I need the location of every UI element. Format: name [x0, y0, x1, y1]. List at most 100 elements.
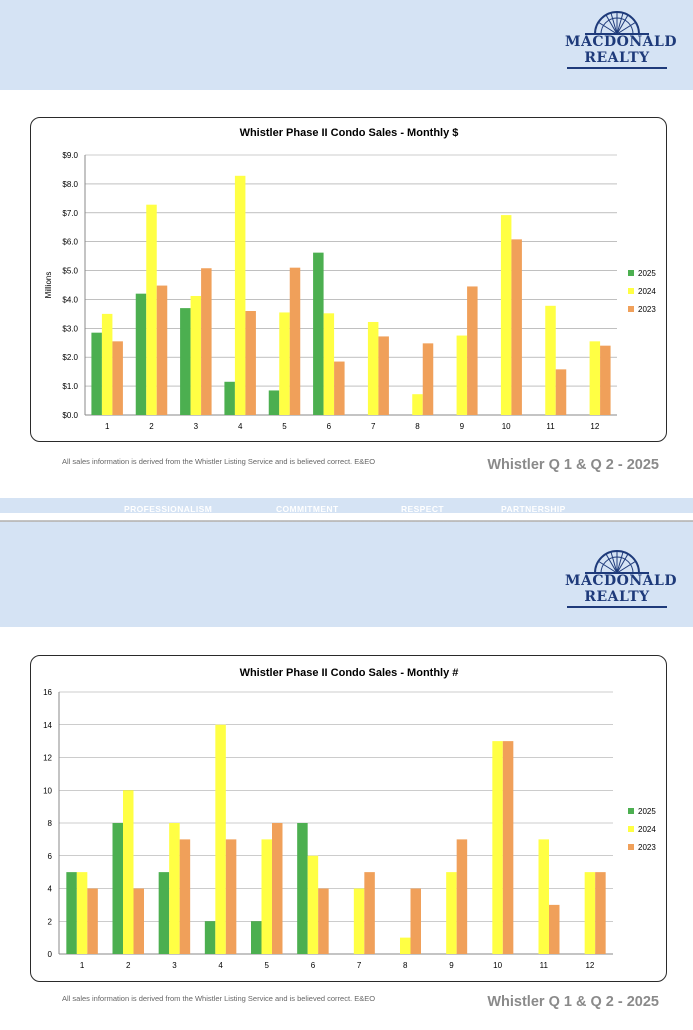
bar-2023-6: [334, 361, 345, 415]
bar-2025-6: [313, 252, 324, 415]
bar-2023-12: [600, 345, 611, 415]
y-tick-label: $3.0: [62, 324, 78, 333]
bar-2023-8: [422, 343, 434, 415]
y-tick-label: $4.0: [62, 295, 78, 304]
bar-2024-4: [234, 175, 246, 415]
bar-2024-9: [456, 335, 468, 415]
report-period-title: Whistler Q 1 & Q 2 - 2025: [487, 457, 659, 473]
x-tick-label: 9: [449, 961, 454, 970]
bar-2024-7: [367, 321, 379, 415]
y-tick-label: $0.0: [62, 411, 78, 420]
bar-2025-1: [66, 872, 77, 954]
y-tick-label: 12: [43, 754, 52, 763]
y-tick-label: 14: [43, 721, 52, 730]
bar-2025-5: [251, 921, 262, 954]
x-tick-label: 4: [238, 422, 243, 431]
sunburst-icon: [585, 550, 649, 574]
bar-2024-8: [400, 937, 411, 954]
legend-label-2024: 2024: [638, 825, 656, 834]
legend-swatch-2024: [628, 826, 634, 832]
bar-2023-1: [112, 341, 123, 415]
value-commitment: COMMITMENT: [276, 504, 339, 513]
brand-name-line1: MACDONALD: [565, 34, 677, 50]
bar-2024-11: [545, 305, 556, 415]
bar-2023-6: [318, 888, 329, 954]
x-tick-label: 2: [149, 422, 154, 431]
bar-2024-6: [323, 313, 335, 415]
legend-swatch-2025: [628, 270, 634, 276]
bar-2023-3: [201, 268, 212, 415]
y-axis-label: Millions: [44, 272, 53, 299]
y-tick-label: $5.0: [62, 267, 78, 276]
bar-2023-2: [133, 888, 144, 954]
y-tick-label: $9.0: [62, 151, 78, 160]
bar-2024-10: [500, 215, 512, 415]
bar-2024-12: [584, 872, 596, 954]
bar-2024-3: [169, 823, 180, 954]
header-band: [0, 522, 693, 627]
y-tick-label: 2: [48, 917, 53, 926]
bar-2024-12: [589, 341, 601, 415]
y-tick-label: $7.0: [62, 209, 78, 218]
bar-2025-3: [158, 872, 170, 954]
bar-2023-11: [555, 369, 567, 415]
legend-label-2023: 2023: [638, 305, 656, 314]
disclaimer-text: All sales information is derived from th…: [62, 457, 376, 466]
x-tick-label: 1: [105, 422, 110, 431]
bar-2025-1: [91, 332, 102, 415]
bar-2023-9: [456, 839, 468, 954]
disclaimer-text: All sales information is derived from th…: [62, 994, 376, 1003]
brand-underline: [567, 67, 667, 69]
bar-2023-9: [467, 286, 478, 415]
bar-2023-2: [156, 285, 168, 415]
x-tick-label: 12: [590, 422, 599, 431]
y-tick-label: $2.0: [62, 353, 78, 362]
bar-2023-3: [179, 839, 191, 954]
x-tick-label: 2: [126, 961, 131, 970]
x-tick-label: 3: [172, 961, 177, 970]
bar-2023-7: [378, 336, 389, 415]
brand-logo: MACDONALD REALTY: [565, 10, 677, 72]
bar-2025-4: [224, 381, 235, 415]
bar-2024-2: [123, 790, 134, 954]
bar-2023-7: [364, 872, 375, 954]
bar-2023-4: [225, 839, 237, 954]
legend-label-2023: 2023: [638, 843, 656, 852]
bar-2023-4: [245, 311, 256, 415]
bar-2023-8: [410, 888, 421, 954]
y-tick-label: 4: [48, 885, 53, 894]
report-page-1: MACDONALD REALTY Whistler Phase II Condo…: [0, 0, 693, 513]
bar-2023-10: [511, 239, 522, 415]
values-band: PROFESSIONALISM COMMITMENT RESPECT PARTN…: [0, 498, 693, 513]
legend-swatch-2025: [628, 808, 634, 814]
chart-title: Whistler Phase II Condo Sales - Monthly …: [240, 667, 459, 679]
report-period-title: Whistler Q 1 & Q 2 - 2025: [487, 994, 659, 1010]
x-tick-label: 3: [194, 422, 199, 431]
bar-2024-9: [446, 872, 457, 954]
bar-2023-10: [502, 741, 514, 954]
x-tick-label: 10: [493, 961, 502, 970]
x-tick-label: 6: [327, 422, 332, 431]
legend-swatch-2024: [628, 288, 634, 294]
bar-2025-6: [297, 823, 308, 954]
y-tick-label: 10: [43, 786, 52, 795]
x-tick-label: 12: [585, 961, 594, 970]
chart-title: Whistler Phase II Condo Sales - Monthly …: [240, 127, 459, 139]
sunburst-icon: [585, 11, 649, 35]
x-tick-label: 10: [502, 422, 511, 431]
brand-name-line2: REALTY: [584, 50, 650, 66]
bar-2025-2: [135, 293, 147, 415]
x-tick-label: 5: [282, 422, 287, 431]
bar-2023-1: [87, 888, 98, 954]
x-tick-label: 7: [357, 961, 362, 970]
legend-label-2025: 2025: [638, 269, 656, 278]
x-tick-label: 11: [546, 422, 555, 431]
bar-2025-2: [112, 823, 123, 954]
bar-2025-3: [180, 308, 191, 415]
y-tick-label: $6.0: [62, 238, 78, 247]
legend-label-2025: 2025: [638, 807, 656, 816]
bar-2024-8: [412, 394, 423, 415]
bar-2023-11: [549, 904, 560, 954]
x-tick-label: 9: [460, 422, 465, 431]
x-tick-label: 8: [415, 422, 420, 431]
